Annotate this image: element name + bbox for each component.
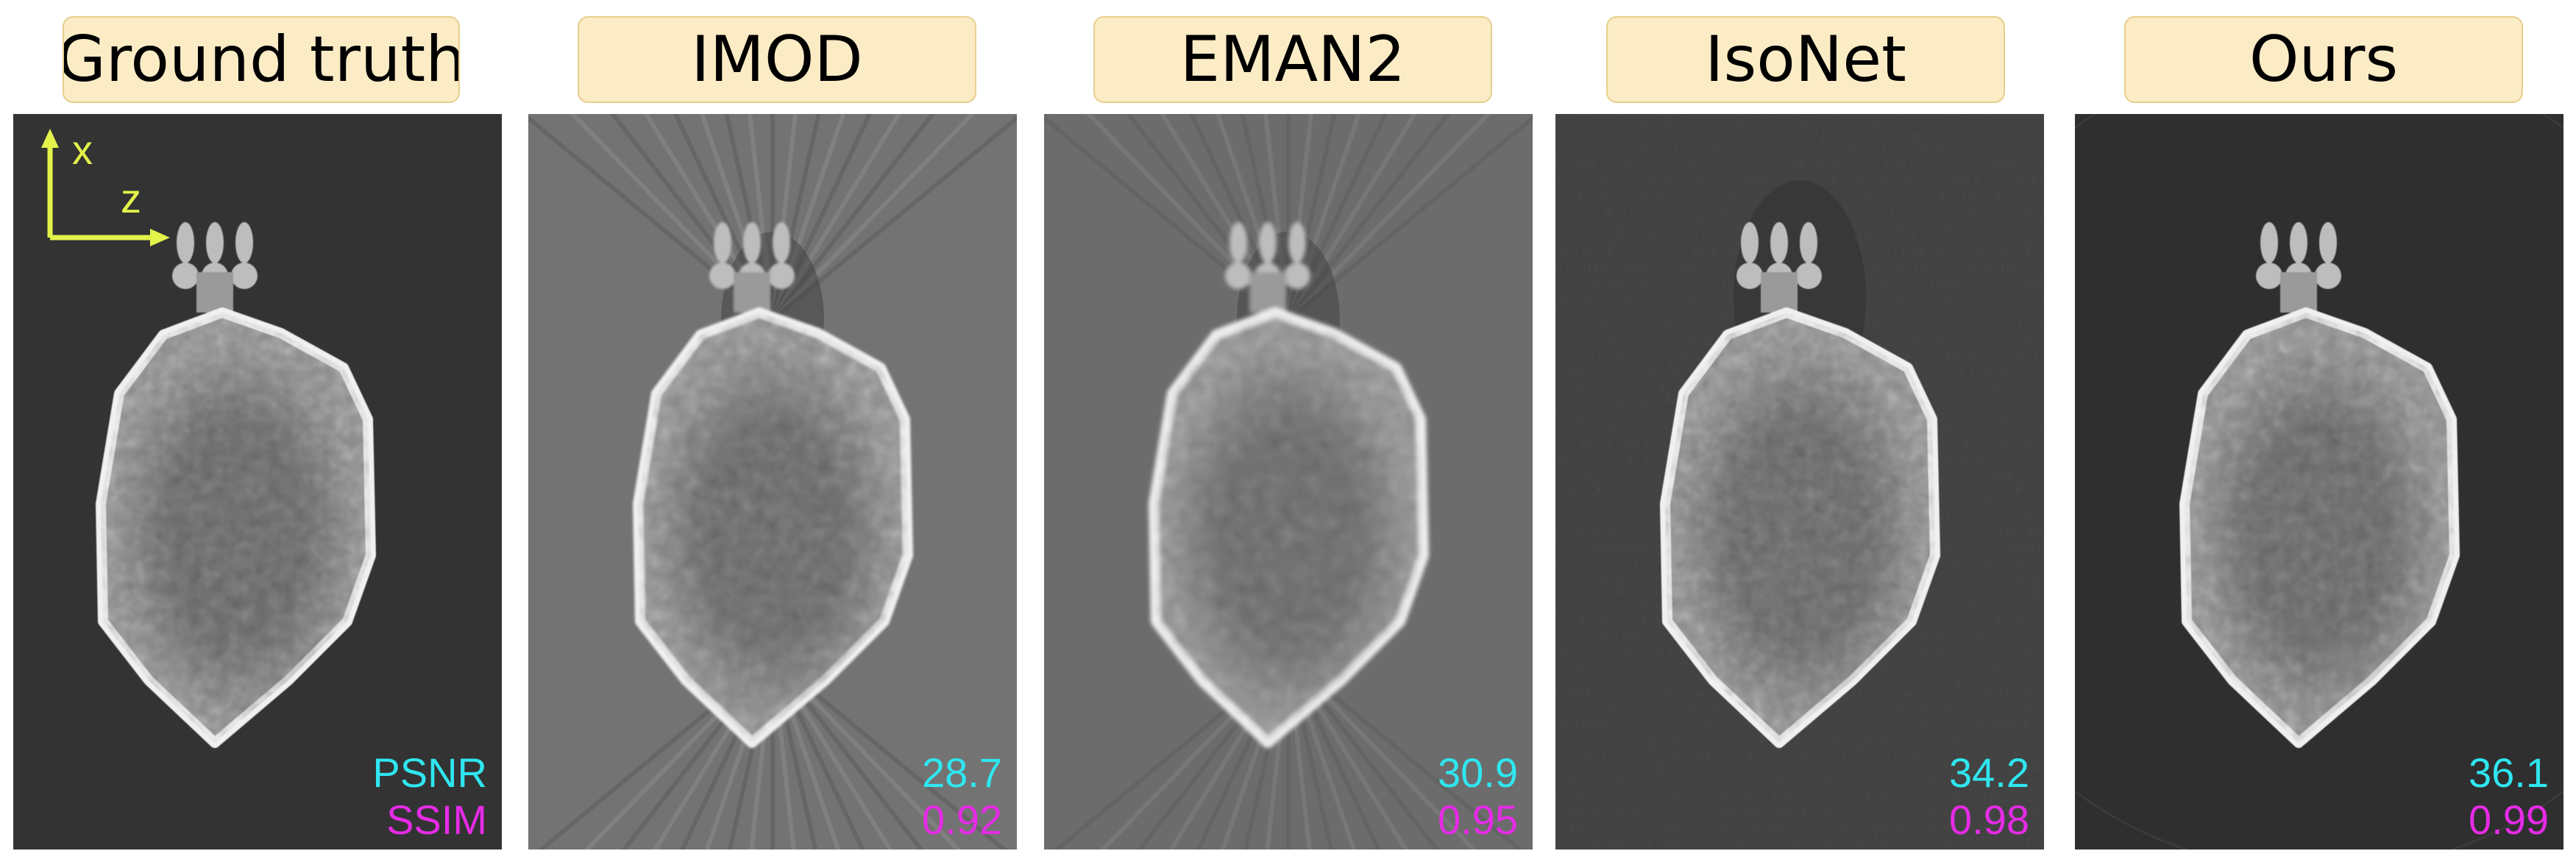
ssim-value: 0.92 <box>922 797 1002 843</box>
label-ground-truth: Ground truth <box>63 16 460 103</box>
panel-isonet: 34.2 0.98 <box>1555 114 2044 849</box>
label-imod: IMOD <box>578 16 976 103</box>
label-isonet: IsoNet <box>1606 16 2005 103</box>
psnr-legend: PSNR <box>372 749 487 796</box>
psnr-value: 28.7 <box>922 749 1002 796</box>
ssim-value: 0.95 <box>1438 797 1518 843</box>
virus-image <box>13 114 502 849</box>
panel-imod: 28.7 0.92 <box>528 114 1017 849</box>
label-ours: Ours <box>2124 16 2523 103</box>
virus-image <box>2075 114 2563 849</box>
psnr-value: 36.1 <box>2469 749 2549 796</box>
axis-z-label: z <box>121 175 141 221</box>
virus-image <box>528 114 1017 849</box>
panel-ours: 36.1 0.99 <box>2075 114 2563 849</box>
axis-x-label: x <box>72 127 93 173</box>
ssim-legend: SSIM <box>386 797 487 843</box>
virus-image <box>1044 114 1533 849</box>
ssim-value: 0.99 <box>2469 797 2549 843</box>
panel-ground-truth: x z PSNR SSIM <box>13 114 502 849</box>
axes-arrows-icon <box>41 129 170 246</box>
panel-eman2: 30.9 0.95 <box>1044 114 1533 849</box>
label-eman2: EMAN2 <box>1093 16 1492 103</box>
orientation-axes: x z <box>34 127 174 260</box>
psnr-value: 30.9 <box>1438 749 1518 796</box>
psnr-value: 34.2 <box>1949 749 2029 796</box>
ssim-value: 0.98 <box>1949 797 2029 843</box>
virus-image <box>1555 114 2044 849</box>
